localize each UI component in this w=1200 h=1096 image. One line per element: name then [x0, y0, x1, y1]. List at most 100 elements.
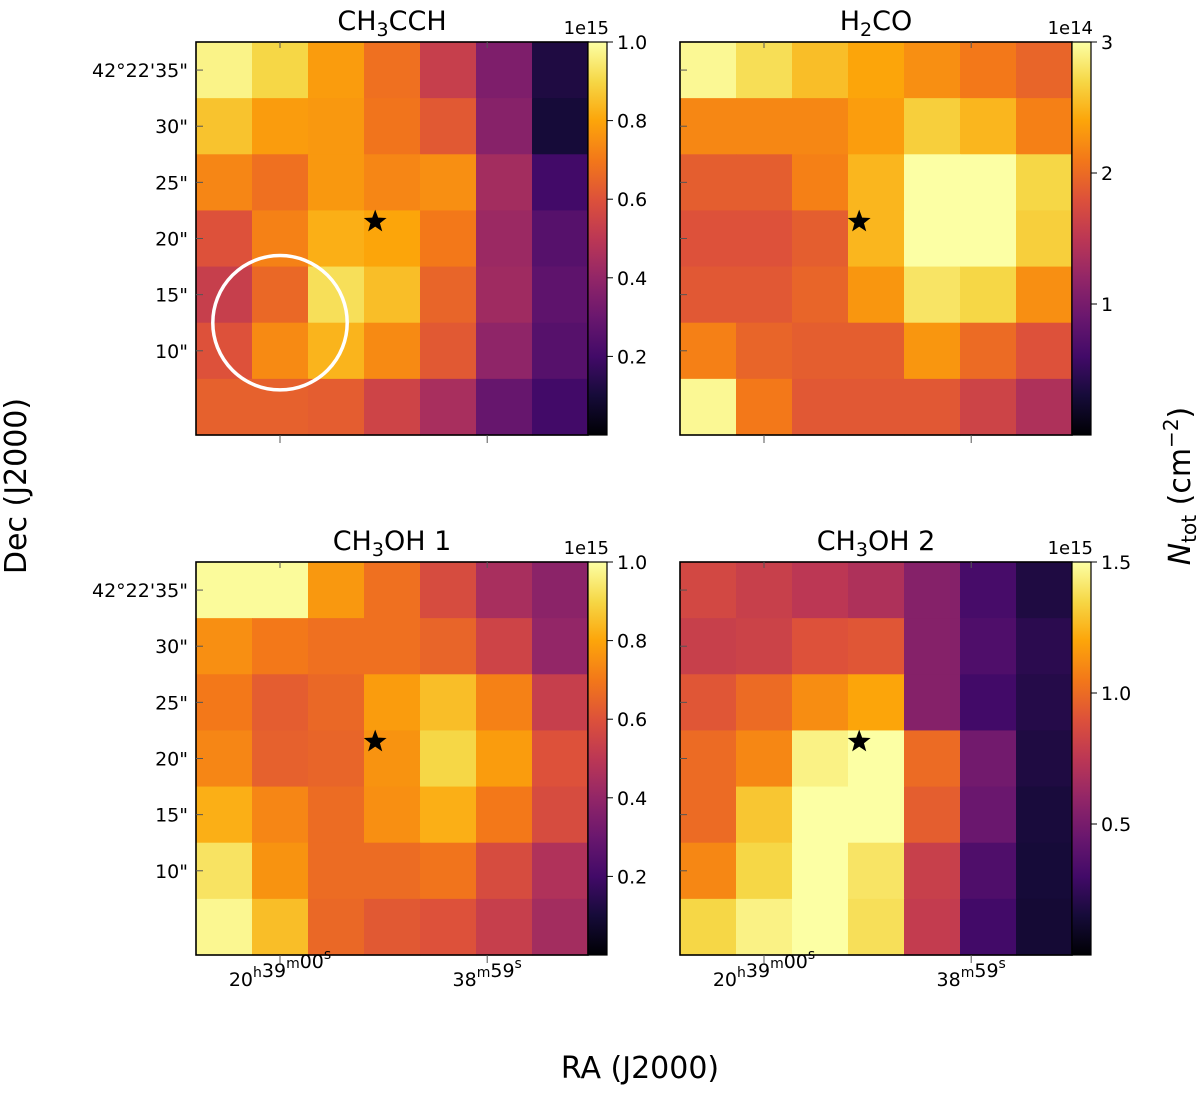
- heatmap-cell: [252, 674, 309, 732]
- heatmap-cell: [308, 618, 365, 675]
- panel-title-rest: OH 1: [384, 526, 451, 557]
- heatmap-cell: [904, 562, 961, 619]
- heatmap-cell: [904, 266, 961, 324]
- heatmap-cell: [960, 378, 1017, 436]
- heatmap-cell: [1016, 378, 1073, 436]
- colorbar-tick-label: 0.8: [617, 111, 647, 133]
- heatmap-cell: [252, 898, 309, 956]
- heatmap-cell: [532, 898, 589, 956]
- star-marker: [847, 729, 871, 752]
- y-tick-label: 30": [155, 636, 188, 658]
- panel-title: CH3OH 1: [333, 526, 452, 561]
- heatmap-cell: [308, 98, 365, 155]
- panel-title: CH3OH 2: [817, 526, 936, 561]
- x-tick-unit: s: [515, 956, 522, 972]
- colorbar-tick-label: 0.4: [617, 788, 647, 810]
- heatmap-cell: [364, 266, 421, 324]
- heatmap-cell: [736, 562, 793, 619]
- heatmap-cell: [364, 562, 421, 619]
- y-tick-label: 42°22'35": [92, 60, 188, 82]
- heatmap-cell: [196, 786, 253, 844]
- heatmap-cell: [308, 322, 365, 380]
- heatmap-cell: [196, 730, 253, 788]
- heatmap-cell: [680, 154, 737, 212]
- heatmap-cell: [476, 730, 533, 788]
- heatmap-cell: [904, 42, 961, 99]
- heatmap-cell: [736, 266, 793, 324]
- heatmap-cell: [420, 322, 477, 380]
- heatmap-cell: [308, 266, 365, 324]
- heatmap-cell: [680, 562, 737, 619]
- heatmap-cell: [736, 842, 793, 900]
- panel-title-main: H: [840, 6, 860, 37]
- heatmap-cell: [420, 618, 477, 675]
- x-tick-unit: h: [737, 965, 746, 981]
- x-tick-unit: m: [770, 956, 784, 972]
- heatmap-cell: [252, 322, 309, 380]
- heatmap-cell: [848, 842, 905, 900]
- heatmap-cell: [476, 266, 533, 324]
- heatmap-cell: [420, 42, 477, 99]
- star-marker: [363, 729, 387, 752]
- heatmap-cell: [736, 210, 793, 268]
- panel-title: H2CO: [840, 6, 913, 41]
- heatmap-cell: [420, 562, 477, 619]
- y-tick-label: 10": [155, 861, 188, 883]
- colorbar-offset: 1e15: [564, 538, 609, 559]
- heatmap-cell: [1016, 98, 1073, 155]
- heatmap-cell: [196, 618, 253, 675]
- heatmap-cell: [736, 98, 793, 155]
- heatmap-cell: [476, 210, 533, 268]
- x-tick-label: 38m59s: [937, 956, 1006, 991]
- heatmap-cell: [1016, 154, 1073, 212]
- heatmap-cell: [1016, 730, 1073, 788]
- heatmap-cell: [308, 210, 365, 268]
- colorbar-tick-label: 0.2: [617, 866, 647, 888]
- heatmap-cell: [1016, 842, 1073, 900]
- heatmap-cell: [196, 562, 253, 619]
- heatmap-cell: [476, 154, 533, 212]
- heatmap-cell: [680, 378, 737, 436]
- heatmap-cell: [308, 562, 365, 619]
- heatmap-cell: [476, 786, 533, 844]
- colorbar: [1071, 41, 1092, 436]
- heatmap-cell: [308, 730, 365, 788]
- heatmap-cell: [308, 42, 365, 99]
- heatmap-cell: [736, 42, 793, 99]
- heatmap-cell: [420, 266, 477, 324]
- heatmap-cell: [1016, 562, 1073, 619]
- y-tick-label: 30": [155, 116, 188, 138]
- panel-title-main: CH: [817, 526, 856, 557]
- heatmap-cell: [680, 842, 737, 900]
- heatmap-cell: [848, 42, 905, 99]
- colorbar-tick-label: 2: [1101, 163, 1113, 185]
- heatmap-cell: [904, 786, 961, 844]
- heatmap-cell: [364, 674, 421, 732]
- colorbar-offset: 1e15: [564, 18, 609, 39]
- colorbar-label: Ntot (cm−2): [1159, 407, 1200, 566]
- y-tick-label: 20": [155, 749, 188, 771]
- heatmap-cell: [960, 42, 1017, 99]
- panel-title: CH3CCH: [337, 6, 446, 41]
- heatmap-cell: [960, 674, 1017, 732]
- heatmap-cell: [680, 786, 737, 844]
- heatmap-cell: [196, 322, 253, 380]
- y-tick-label: 20": [155, 229, 188, 251]
- heatmap-cell: [420, 842, 477, 900]
- x-tick-label: 20h39m00s: [713, 947, 815, 991]
- heatmap-cell: [848, 322, 905, 380]
- heatmap-cell: [960, 618, 1017, 675]
- heatmap-cell: [364, 322, 421, 380]
- x-tick-num: 20: [229, 969, 253, 991]
- heatmap-cell: [848, 562, 905, 619]
- panel-title-rest: CCH: [389, 6, 447, 37]
- heatmap-cell: [364, 898, 421, 956]
- colorbar-label-exp: −2: [1159, 418, 1183, 447]
- heatmap-cell: [680, 730, 737, 788]
- heatmap-cell: [680, 266, 737, 324]
- colorbar-tick-label: 0.5: [1101, 814, 1131, 836]
- panel-title-sub: 2: [860, 19, 872, 41]
- heatmap-cell: [904, 322, 961, 380]
- colorbar-tick-label: 1.5: [1101, 552, 1131, 574]
